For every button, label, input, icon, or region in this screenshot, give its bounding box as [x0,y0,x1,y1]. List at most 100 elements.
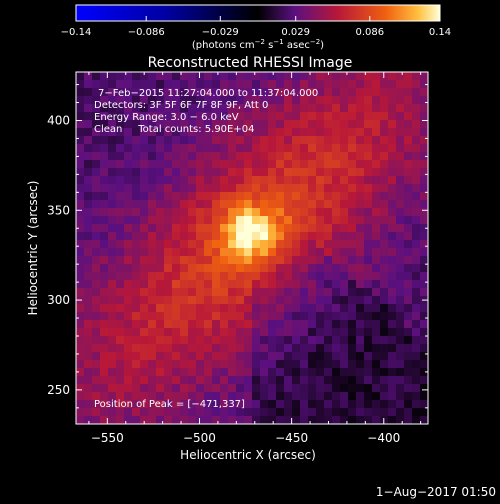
heatmap-cell [228,184,237,193]
heatmap-cell [196,384,205,393]
heatmap-cell [156,144,165,153]
heatmap-cell [220,120,229,129]
heatmap-cell [156,304,165,313]
heatmap-cell [396,176,405,185]
heatmap-cell [348,160,357,169]
heatmap-cell [164,256,173,265]
heatmap-cell [420,376,428,385]
heatmap-cell [340,408,349,417]
heatmap-cell [268,384,277,393]
heatmap-cell [380,152,389,161]
heatmap-cell [164,104,173,113]
heatmap-cell [188,400,197,409]
heatmap-cell [132,96,141,105]
heatmap-cell [300,176,309,185]
heatmap-cell [164,384,173,393]
heatmap-cell [252,272,261,281]
heatmap-cell [188,312,197,321]
heatmap-cell [324,320,333,329]
heatmap-cell [148,136,157,145]
heatmap-cell [380,336,389,345]
heatmap-cell [372,392,381,401]
heatmap-cell [356,296,365,305]
x-tick-label: −450 [275,431,308,445]
heatmap-cell [76,256,85,265]
heatmap-cell [92,88,101,97]
heatmap-cell [180,152,189,161]
heatmap-cell [228,280,237,289]
heatmap-cell [92,344,101,353]
heatmap-cell [252,288,261,297]
heatmap-cell [396,96,405,105]
heatmap-cell [220,256,229,265]
heatmap-cell [84,280,93,289]
heatmap-cell [348,80,357,89]
heatmap-cell [228,256,237,265]
heatmap-cell [188,384,197,393]
heatmap-cell [100,376,109,385]
heatmap-cell [332,352,341,361]
heatmap-cell [156,96,165,105]
heatmap-cell [340,376,349,385]
heatmap-cell [76,216,85,225]
heatmap-cell [356,144,365,153]
heatmap-cell [164,128,173,137]
heatmap-cell [180,400,189,409]
heatmap-cell [332,312,341,321]
heatmap-cell [244,296,253,305]
heatmap-cell [140,240,149,249]
heatmap-cell [228,176,237,185]
heatmap-cell [244,400,253,409]
heatmap-cell [204,200,213,209]
heatmap-cell [116,280,125,289]
heatmap-cell [284,336,293,345]
heatmap-cell [364,160,373,169]
heatmap-cell [372,280,381,289]
heatmap-cell [324,344,333,353]
heatmap-cell [212,208,221,217]
heatmap-cell [84,160,93,169]
heatmap-cell [84,216,93,225]
heatmap-cell [324,224,333,233]
heatmap-cell [268,208,277,217]
heatmap-cell [356,160,365,169]
heatmap-cell [356,392,365,401]
heatmap-cell [236,80,245,89]
heatmap-cell [292,88,301,97]
heatmap-cell [244,200,253,209]
heatmap-cell [396,248,405,257]
heatmap-cell [212,144,221,153]
heatmap-cell [340,200,349,209]
heatmap-cell [316,376,325,385]
heatmap-cell [364,128,373,137]
heatmap-cell [156,208,165,217]
heatmap-cell [420,120,428,129]
heatmap-cell [308,344,317,353]
heatmap-cell [356,328,365,337]
heatmap-cell [308,208,317,217]
heatmap-cell [116,320,125,329]
heatmap-cell [268,256,277,265]
heatmap-cell [204,352,213,361]
heatmap-cell [100,152,109,161]
heatmap-cell [108,120,117,129]
heatmap-cell [164,304,173,313]
heatmap-cell [84,232,93,241]
heatmap-cell [260,128,269,137]
heatmap-cell [420,176,428,185]
heatmap-cell [404,80,413,89]
heatmap-cell [84,200,93,209]
x-axis-label: Heliocentric X (arcsec) [180,448,316,462]
heatmap-cell [124,168,133,177]
heatmap-cell [332,200,341,209]
heatmap-cell [212,224,221,233]
heatmap-cell [252,72,261,81]
heatmap-cell [220,136,229,145]
heatmap-cell [156,88,165,97]
heatmap-cell [228,384,237,393]
heatmap-cell [388,344,397,353]
heatmap-cell [196,360,205,369]
heatmap-cell [364,264,373,273]
heatmap-cell [148,184,157,193]
